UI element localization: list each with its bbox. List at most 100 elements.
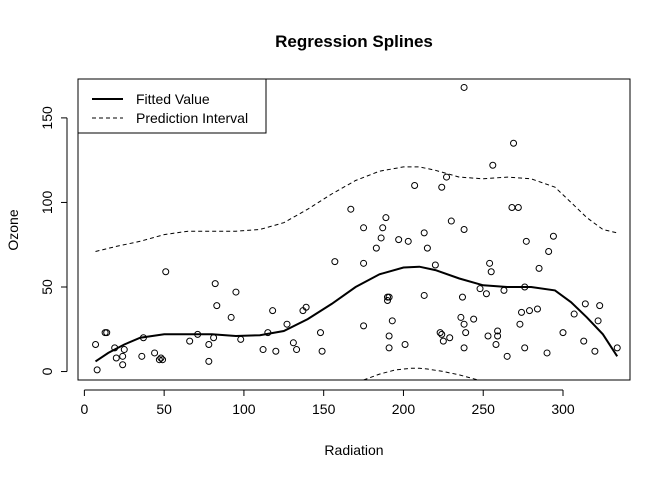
spline-lines (94, 166, 619, 380)
data-point (521, 344, 529, 352)
data-point (420, 229, 428, 237)
data-points (92, 83, 621, 374)
data-point (162, 268, 170, 276)
data-point (360, 259, 368, 267)
data-point (384, 297, 392, 305)
x-tick-label: 300 (551, 401, 575, 417)
data-point (458, 293, 466, 301)
data-point (457, 313, 465, 321)
data-point (385, 344, 393, 352)
data-point (596, 302, 604, 310)
data-point (293, 346, 301, 354)
data-point (151, 349, 159, 357)
data-point (259, 346, 267, 354)
data-point (186, 337, 194, 345)
data-point (232, 288, 240, 296)
data-point (411, 182, 419, 190)
data-point (500, 286, 508, 294)
y-tick-label: 50 (39, 279, 55, 295)
data-point (302, 303, 310, 311)
data-point (401, 340, 409, 348)
data-point (447, 217, 455, 225)
data-point (518, 308, 526, 316)
data-point (460, 344, 468, 352)
data-point (388, 317, 396, 325)
data-point (549, 232, 557, 240)
data-point (157, 354, 165, 362)
data-point (385, 293, 393, 301)
data-point (462, 329, 470, 337)
data-point (522, 237, 530, 245)
plot-box (77, 78, 631, 381)
data-point (494, 327, 502, 335)
data-point (227, 313, 235, 321)
y-tick-label: 100 (39, 191, 55, 215)
legend: Fitted Value Prediction Interval (77, 78, 267, 134)
data-point (460, 83, 468, 91)
legend-label-fitted: Fitted Value (136, 91, 210, 107)
y-tick-label: 150 (39, 106, 55, 130)
x-axis: 0 50 100 150 200 250 300 (80, 389, 575, 417)
data-point (438, 330, 446, 338)
x-tick-label: 0 (80, 401, 88, 417)
data-point (484, 332, 492, 340)
data-point (213, 302, 221, 310)
data-point (119, 352, 127, 360)
data-point (516, 320, 524, 328)
x-tick-label: 50 (156, 401, 172, 417)
data-point (443, 173, 451, 181)
data-point (482, 290, 490, 298)
data-point (404, 237, 412, 245)
data-point (211, 280, 219, 288)
data-point (316, 329, 324, 337)
plot-area (92, 83, 621, 380)
data-point (510, 139, 518, 147)
data-point (438, 183, 446, 191)
prediction-interval-lower-line (363, 367, 480, 380)
data-point (470, 315, 478, 323)
data-point (379, 224, 387, 232)
data-point (283, 320, 291, 328)
data-point (385, 332, 393, 340)
data-point (460, 320, 468, 328)
data-point (420, 291, 428, 299)
x-tick-label: 200 (392, 401, 416, 417)
data-point (289, 339, 297, 347)
data-point (436, 329, 444, 337)
data-point (155, 356, 163, 364)
data-point (318, 347, 326, 355)
data-point (591, 347, 599, 355)
data-point (476, 285, 484, 293)
data-point (377, 234, 385, 242)
data-point (269, 307, 277, 315)
x-tick-label: 150 (312, 401, 336, 417)
data-point (439, 337, 447, 345)
data-point (559, 329, 567, 337)
data-point (331, 258, 339, 266)
data-point (494, 332, 502, 340)
y-axis-label: Ozone (5, 209, 21, 250)
data-point (159, 356, 167, 364)
data-point (92, 340, 100, 348)
data-point (431, 261, 439, 269)
data-point (112, 354, 120, 362)
data-point (487, 268, 495, 276)
data-point (210, 334, 218, 342)
data-point (514, 204, 522, 212)
legend-label-interval: Prediction Interval (136, 110, 248, 126)
data-point (489, 161, 497, 169)
data-point (347, 205, 355, 213)
legend-box (77, 78, 267, 134)
data-point (535, 264, 543, 272)
x-axis-label: Radiation (324, 442, 383, 458)
data-point (570, 310, 578, 318)
data-point (545, 247, 553, 255)
data-point (580, 337, 588, 345)
y-tick-label: 0 (39, 367, 55, 375)
data-point (205, 340, 213, 348)
data-point (205, 357, 213, 365)
data-point (533, 305, 541, 313)
data-point (395, 236, 403, 244)
data-point (272, 347, 280, 355)
